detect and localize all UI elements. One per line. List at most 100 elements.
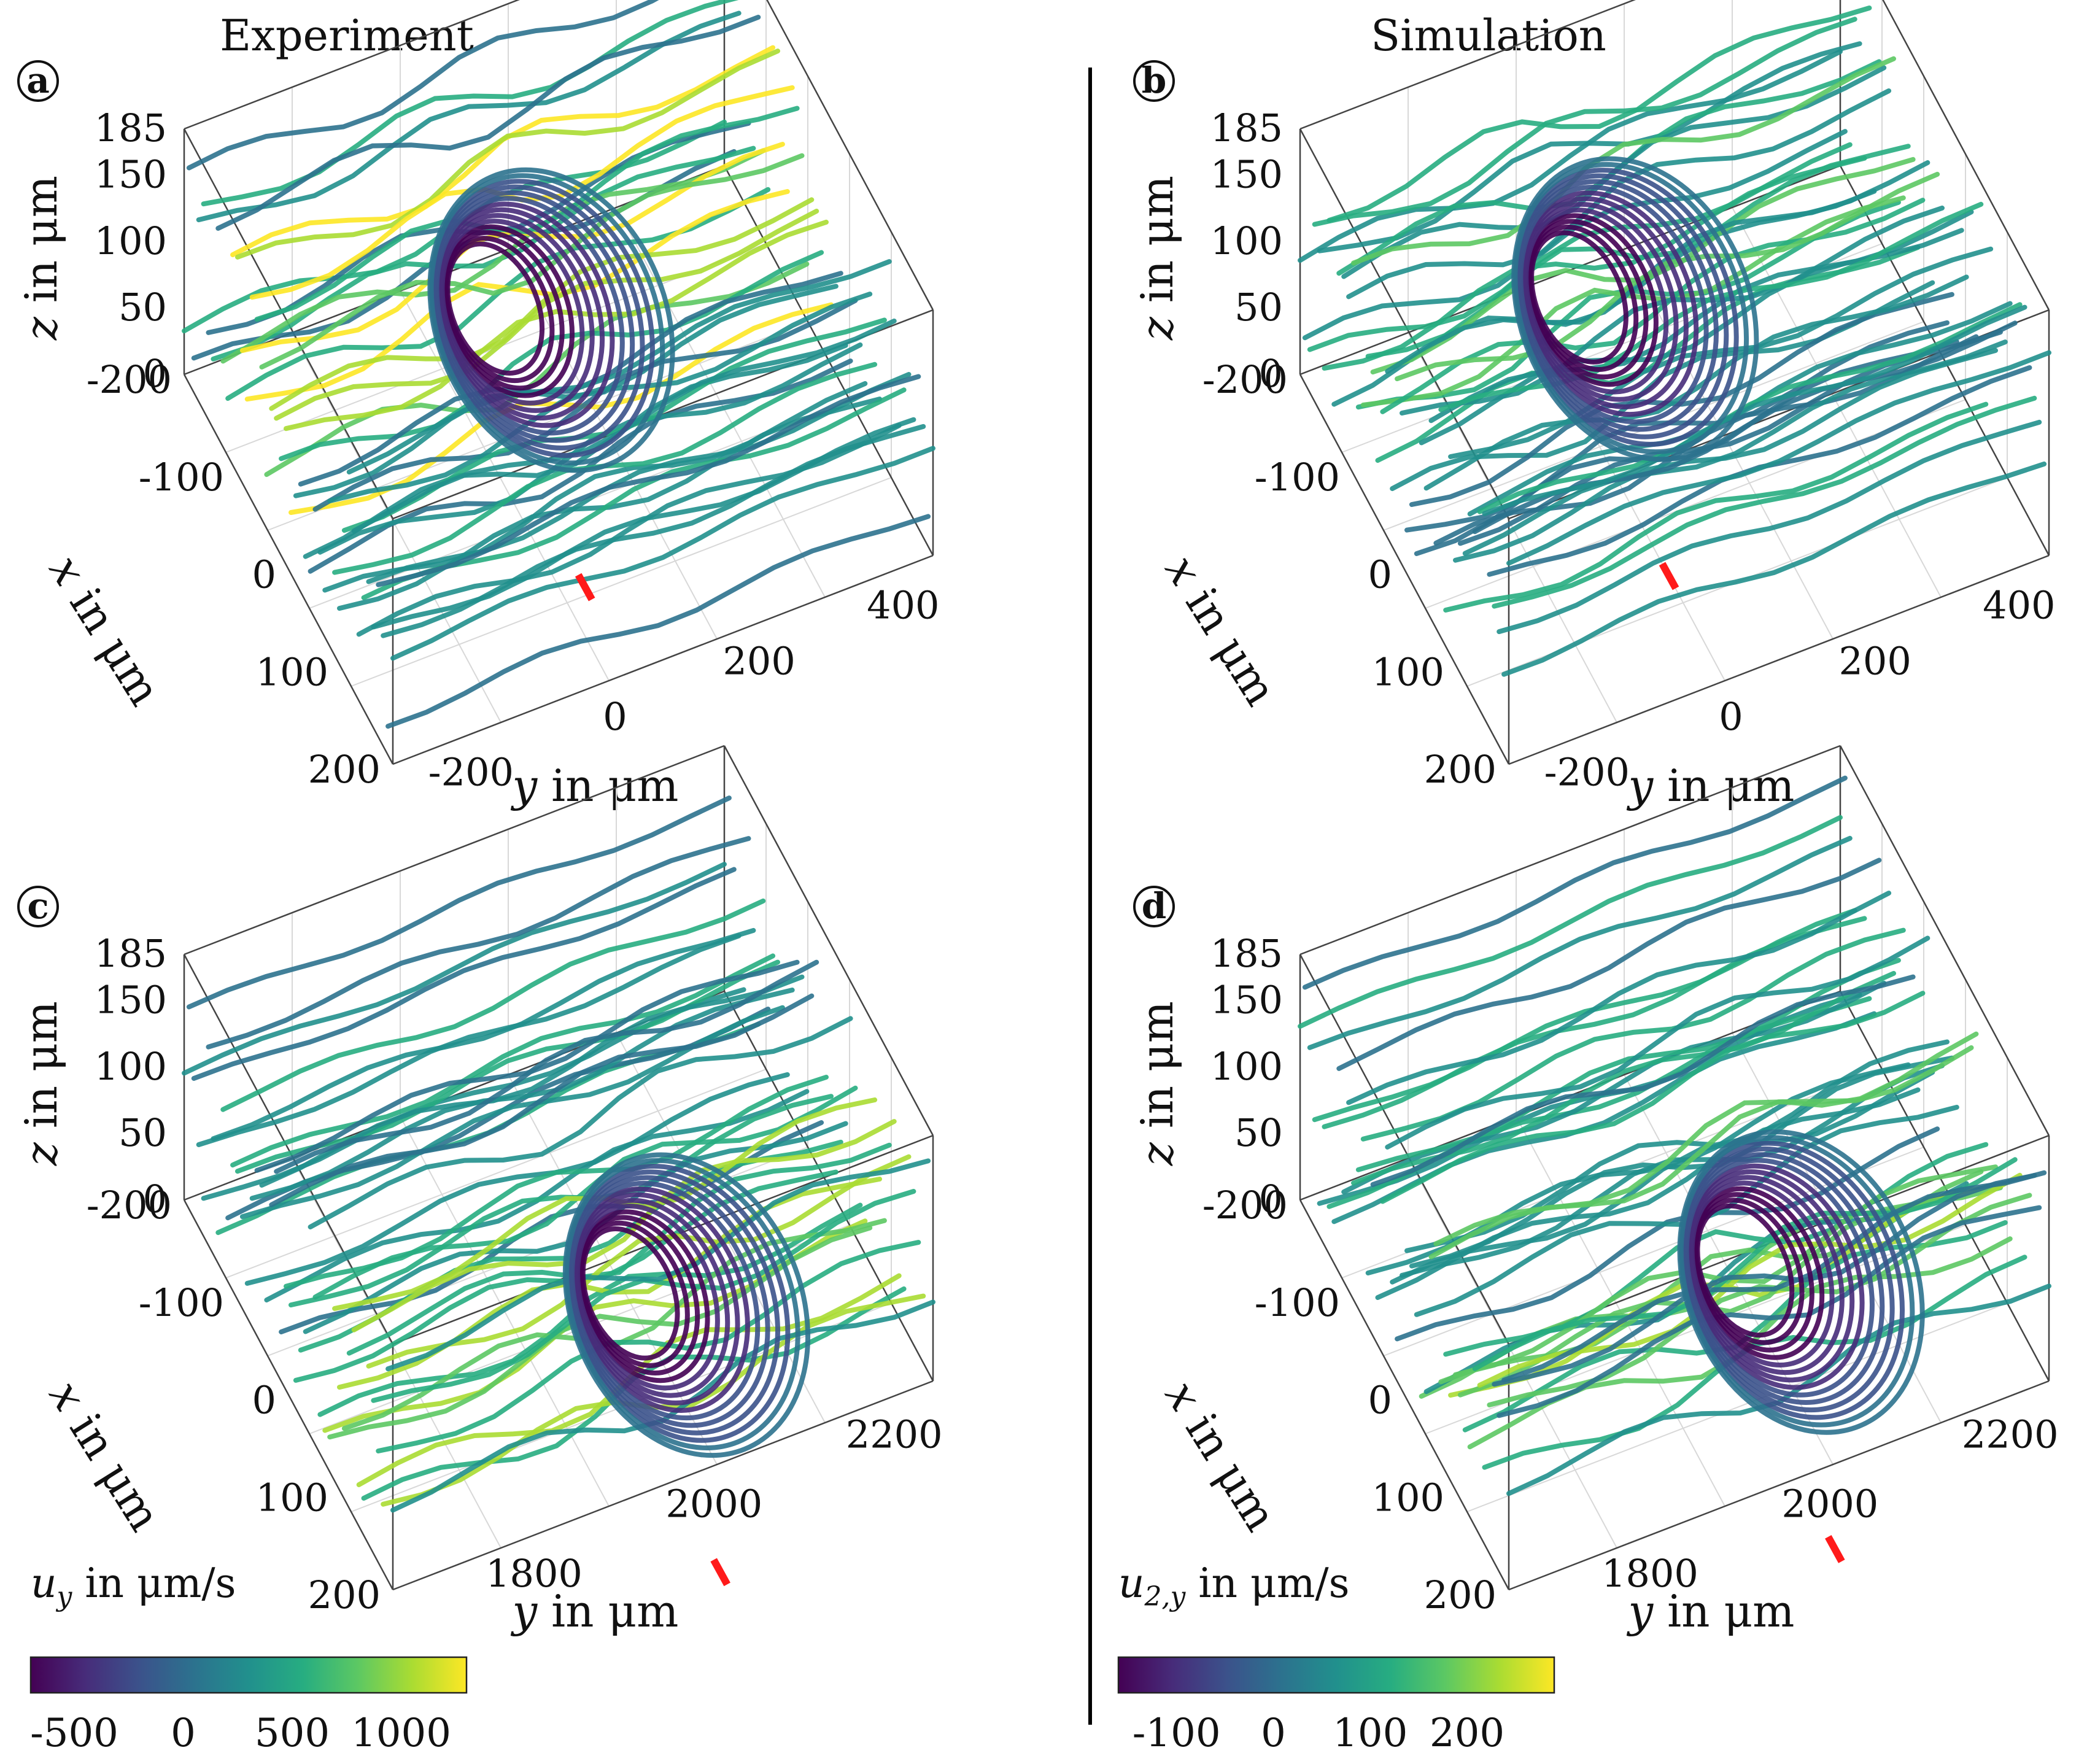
z-axis-label-symbol: z [1131, 1142, 1183, 1166]
colorbar-tick-label: 100 [1333, 1711, 1408, 1756]
panel-letter-text: d [1142, 885, 1167, 927]
y-axis-label-unit: in μm [537, 760, 678, 811]
streamline [1482, 304, 2027, 516]
streamlines [1298, 775, 2051, 1563]
streamline [211, 927, 756, 1142]
grid-line [400, 290, 610, 681]
streamline [215, 15, 761, 231]
z-tick-label: 0 [1259, 351, 1283, 396]
axes-edge [1508, 554, 2050, 765]
z-tick-label: 50 [118, 1110, 167, 1155]
x-axis-label: x in μm [1155, 1372, 1287, 1540]
streamline [1404, 1039, 1950, 1253]
z-axis-label-symbol: z [15, 1142, 67, 1166]
streamline [1487, 1193, 2032, 1407]
streamline [235, 48, 780, 260]
panel-letter-a: a [17, 60, 59, 102]
streamline [220, 148, 766, 364]
z-tick-label: 0 [143, 1177, 167, 1221]
panel-letter-c: c [17, 885, 59, 927]
panel-letter-circle [1133, 886, 1175, 927]
streamline [1497, 1205, 2042, 1418]
needle-marker [710, 1558, 730, 1587]
y-axis-label-symbol: y [1627, 760, 1654, 811]
streamline [1390, 1070, 1935, 1285]
axes-edge [1299, 374, 1510, 765]
y-axis-label: y in μm [511, 1585, 679, 1637]
x-axis-label-unit: in μm [1168, 567, 1287, 714]
z-tick-label: 0 [1259, 1177, 1283, 1221]
y-tick-label: 2200 [846, 1412, 943, 1456]
streamline [284, 219, 829, 431]
colorbar-tick-label: 1000 [351, 1711, 451, 1756]
z-axis-label-unit: in μm [15, 176, 67, 317]
panel-letter-circle [1133, 60, 1175, 102]
streamline [206, 836, 751, 1050]
streamline [385, 1158, 931, 1372]
y-tick-label: 400 [1983, 583, 2055, 628]
z-tick-label: 0 [143, 351, 167, 396]
z-axis-label: z in μm [15, 1001, 67, 1166]
streamline [1477, 302, 2023, 514]
colorbar-experiment-label-subscript: y [56, 1581, 73, 1612]
z-axis-label-unit: in μm [1131, 1001, 1183, 1142]
streamline [186, 795, 732, 1010]
x-tick-label: -100 [1255, 455, 1340, 500]
axes-edge [183, 954, 394, 1345]
streamline [264, 261, 810, 478]
colorbar-experiment: uy in μm/s -500 0 500 1000 [29, 1560, 468, 1756]
needle-marker [575, 573, 595, 602]
streamline [376, 374, 921, 587]
streamline [1380, 991, 1926, 1204]
x-axis-label: x in μm [39, 1372, 171, 1540]
streamline [1492, 1173, 2037, 1387]
x-tick-label: -100 [1255, 1280, 1340, 1325]
grid-line [292, 1158, 501, 1549]
axes-edge [1882, 0, 2050, 311]
streamline [220, 898, 766, 1112]
streamline [182, 862, 727, 1076]
colorbar-experiment-bar [29, 1656, 468, 1694]
streamline [269, 993, 815, 1207]
streamline [327, 1225, 873, 1440]
streamline [230, 953, 776, 1168]
x-tick-label: 200 [308, 747, 381, 792]
z-tick-label: 150 [95, 978, 167, 1023]
streamline [211, 145, 756, 362]
z-axis-label: z in μm [1131, 1001, 1183, 1166]
y-tick-label: 0 [603, 694, 627, 739]
axes-edge [184, 745, 725, 956]
streamline [346, 1142, 892, 1356]
streamlines [1298, 6, 2051, 677]
axes-edge [766, 0, 934, 311]
streamline [1322, 916, 1867, 1129]
colorbar-simulation: u2,y in μm/s -100 0 100 200 [1117, 1560, 1555, 1756]
panel-letter-d: d [1133, 885, 1175, 927]
streamline [244, 189, 790, 402]
streamline [274, 959, 819, 1174]
streamline [1428, 1045, 1974, 1259]
streamline [1307, 835, 1853, 1050]
colorbar-experiment-ticks: -500 0 500 1000 [30, 1711, 451, 1756]
vortex-streamline [1511, 156, 1759, 462]
vortex-streamline [427, 167, 675, 473]
streamline [244, 1072, 790, 1286]
axes-edge [392, 554, 934, 765]
streamlines [182, 0, 935, 729]
grid-line [1408, 1158, 1617, 1549]
colorbar-simulation-label-unit: in μm/s [1185, 1560, 1349, 1607]
y-axis-label-unit: in μm [1653, 1585, 1794, 1637]
grid-line [1732, 207, 1942, 598]
y-axis-label: y in μm [1627, 760, 1795, 811]
y-tick-label: 0 [1719, 694, 1743, 739]
z-tick-label: 185 [1210, 931, 1283, 976]
streamline [1351, 56, 1896, 266]
streamline [288, 1094, 834, 1308]
streamline [1433, 1031, 1979, 1247]
streamline [366, 372, 912, 584]
streamline [376, 1240, 921, 1453]
axes-edge [1299, 0, 1636, 130]
axes-edge [183, 374, 394, 765]
